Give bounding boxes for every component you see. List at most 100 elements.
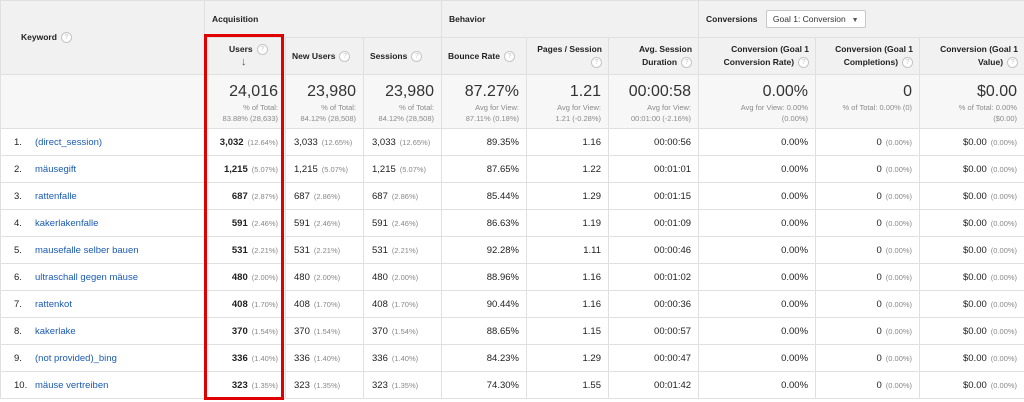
conv-value-pct: (0.00%) — [990, 218, 1018, 228]
completions-column-header[interactable]: Conversion (Goal 1 Completions)? — [815, 37, 921, 75]
summary-sub: Avg for View: — [647, 103, 692, 112]
users-cell: 323 (1.35%) — [204, 371, 286, 399]
users-cell: 480 (2.00%) — [204, 263, 286, 291]
sessions-pct: (1.40%) — [391, 353, 419, 363]
new-users-value: 408 — [294, 298, 310, 310]
conv-rate-cell: 0.00% — [698, 371, 817, 399]
completions-pct: (0.00%) — [885, 326, 913, 336]
keyword-link[interactable]: rattenkot — [35, 298, 72, 310]
completions-value: 0 — [876, 352, 882, 364]
keyword-link[interactable]: (not provided)_bing — [35, 352, 117, 364]
sessions-column-header[interactable]: Sessions? — [363, 37, 442, 75]
avg-duration-cell: 00:00:56 — [607, 128, 700, 156]
help-icon[interactable]: ? — [339, 50, 351, 62]
keyword-link[interactable]: mausefalle selber bauen — [35, 244, 139, 256]
pages-session-column-header[interactable]: Pages / Session? — [526, 37, 609, 75]
new-users-value: 370 — [294, 325, 310, 337]
table-row[interactable]: 10. mäuse vertreiben 323 (1.35%) 323 (1.35%) 3… — [0, 371, 1024, 399]
keyword-column-header[interactable]: Keyword? — [0, 0, 205, 75]
keyword-link[interactable]: rattenfalle — [35, 190, 77, 202]
conv-value-cell: $0.00 (0.00%) — [919, 209, 1024, 237]
table-row[interactable]: 2. mäusegift 1,215 (5.07%) 1,215 (5.07%) 1,215… — [0, 155, 1024, 183]
conv-rate-column-header[interactable]: Conversion (Goal 1 Conversion Rate)? — [698, 37, 817, 75]
sort-descending-icon[interactable]: ↓ — [241, 56, 247, 69]
new-users-value: 1,215 — [294, 163, 318, 175]
completions-cell: 0 (0.00%) — [815, 182, 921, 210]
new-users-value: 591 — [294, 217, 310, 229]
summary-avg-duration: 00:00:58 Avg for View: 00:01:00 (-2.16%) — [607, 74, 700, 129]
help-icon[interactable]: ? — [591, 57, 602, 69]
keyword-link[interactable]: (direct_session) — [35, 136, 103, 148]
conv-value: $0.00 — [962, 352, 987, 364]
help-icon[interactable]: ? — [1007, 57, 1019, 69]
avg-duration-column-header[interactable]: Avg. Session Duration? — [607, 37, 700, 75]
sessions-value: 3,033 — [372, 136, 396, 148]
conv-value-cell: $0.00 (0.00%) — [919, 182, 1024, 210]
table-row[interactable]: 4. kakerlakenfalle 591 (2.46%) 591 (2.46%) 591… — [0, 209, 1024, 237]
summary-sub: 87.11% (0.18%) — [465, 114, 519, 123]
goal-select-dropdown[interactable]: Goal 1: Conversion ▼ — [765, 10, 866, 28]
pages-session-cell: 1.29 — [526, 182, 609, 210]
keyword-link[interactable]: ultraschall gegen mäuse — [35, 271, 138, 283]
completions-cell: 0 (0.00%) — [815, 344, 921, 372]
help-icon[interactable]: ? — [681, 57, 693, 69]
users-column-header[interactable]: Users ? ↓ — [204, 37, 286, 75]
help-icon[interactable]: ? — [256, 44, 268, 56]
keyword-link[interactable]: mäusegift — [35, 163, 77, 175]
table-row[interactable]: 3. rattenfalle 687 (2.87%) 687 (2.86%) 687 (2.8… — [0, 182, 1024, 210]
users-value: 336 — [231, 352, 248, 364]
new-users-value: 531 — [294, 244, 310, 256]
keyword-link[interactable]: mäuse vertreiben — [35, 379, 109, 391]
conv-value-cell: $0.00 (0.00%) — [919, 344, 1024, 372]
conv-rate-cell: 0.00% — [698, 290, 817, 318]
summary-sub: 00:01:00 (-2.16%) — [630, 114, 692, 123]
users-value: 687 — [231, 190, 248, 202]
goal-select-value: Goal 1: Conversion — [772, 14, 846, 24]
conv-rate-cell: 0.00% — [698, 317, 817, 345]
row-index: 9. — [14, 352, 22, 364]
table-row[interactable]: 9. (not provided)_bing 336 (1.40%) 336 (1.40%… — [0, 344, 1024, 372]
value-column-header[interactable]: Conversion (Goal 1 Value)? — [919, 37, 1024, 75]
summary-sub: Avg for View: — [557, 103, 601, 112]
keyword-cell: 5. mausefalle selber bauen — [0, 236, 205, 264]
bounce-rate-cell: 86.63% — [441, 209, 527, 237]
table-row[interactable]: 7. rattenkot 408 (1.70%) 408 (1.70%) 408 (1.70%… — [0, 290, 1024, 318]
summary-completions: 0 % of Total: 0.00% (0) — [815, 74, 921, 129]
table-row[interactable]: 6. ultraschall gegen mäuse 480 (2.00%) 480 (2… — [0, 263, 1024, 291]
bounce-rate-cell: 90.44% — [441, 290, 527, 318]
help-icon[interactable]: ? — [902, 57, 914, 69]
help-icon[interactable]: ? — [60, 32, 72, 44]
conv-value: $0.00 — [962, 379, 987, 391]
keyword-link[interactable]: kakerlake — [35, 325, 76, 337]
help-icon[interactable]: ? — [503, 50, 515, 62]
sessions-value: 591 — [372, 217, 388, 229]
summary-conv-value: $0.00 % of Total: 0.00% ($0.00) — [919, 74, 1024, 129]
table-row[interactable]: 1. (direct_session) 3,032 (12.64%) 3,033 (12.… — [0, 128, 1024, 156]
bounce-rate-label: Bounce Rate — [448, 50, 500, 61]
row-index: 6. — [14, 271, 22, 283]
completions-cell: 0 (0.00%) — [815, 371, 921, 399]
users-cell: 336 (1.40%) — [204, 344, 286, 372]
table-row[interactable]: 5. mausefalle selber bauen 531 (2.21%) 531 (2… — [0, 236, 1024, 264]
help-icon[interactable]: ? — [798, 57, 810, 69]
conv-value-pct: (0.00%) — [990, 299, 1018, 309]
bounce-rate-column-header[interactable]: Bounce Rate? — [441, 37, 527, 75]
row-index: 10. — [14, 379, 28, 391]
keyword-link[interactable]: kakerlakenfalle — [35, 217, 99, 229]
conv-value-pct: (0.00%) — [990, 326, 1018, 336]
completions-value: 0 — [876, 271, 882, 283]
keyword-cell: 9. (not provided)_bing — [0, 344, 205, 372]
conv-rate-cell: 0.00% — [698, 209, 817, 237]
summary-sessions: 23,980 % of Total: 84.12% (28,508) — [363, 74, 442, 129]
help-icon[interactable]: ? — [411, 50, 423, 62]
keyword-cell: 10. mäuse vertreiben — [0, 371, 205, 399]
users-value: 1,215 — [223, 163, 248, 175]
sessions-value: 480 — [372, 271, 388, 283]
summary-value: 1.21 — [569, 83, 601, 100]
new-users-column-header[interactable]: New Users? — [285, 37, 364, 75]
keyword-label: Keyword — [21, 31, 57, 42]
bounce-rate-cell: 87.65% — [441, 155, 527, 183]
completions-pct: (0.00%) — [885, 218, 913, 228]
completions-pct: (0.00%) — [885, 353, 913, 363]
table-row[interactable]: 8. kakerlake 370 (1.54%) 370 (1.54%) 370 (1.54%… — [0, 317, 1024, 345]
